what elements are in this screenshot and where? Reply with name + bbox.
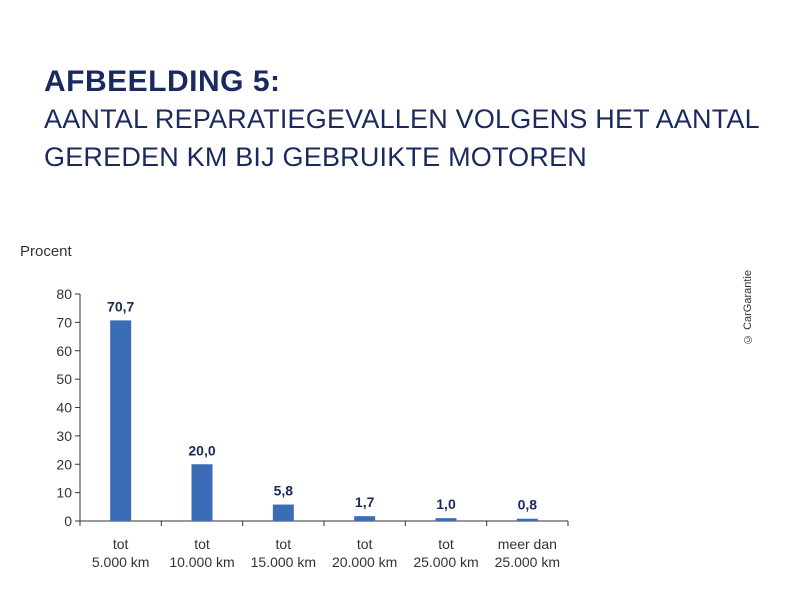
x-tick-label: 10.000 km (169, 554, 234, 570)
chart-subtitle-line-1: AANTAL REPARATIEGEVALLEN VOLGENS HET AAN… (44, 104, 760, 134)
y-tick-label: 60 (56, 343, 72, 359)
x-tick-label: tot (113, 536, 129, 552)
bar (435, 518, 457, 521)
x-tick-label: 15.000 km (251, 554, 316, 570)
bar-data-label: 20,0 (188, 442, 215, 458)
chart-title-block: AFBEELDING 5: AANTAL REPARATIEGEVALLEN V… (44, 64, 784, 176)
y-tick-label: 30 (56, 428, 72, 444)
y-tick-label: 10 (56, 485, 72, 501)
y-tick-label: 70 (56, 314, 72, 330)
x-axis: tot 5.000 km tot 10.000 km tot 15.000 km tot 20… (79, 520, 569, 570)
bar-data-label: 1,7 (355, 494, 375, 510)
y-tick-label: 80 (56, 286, 72, 302)
x-tick-label: tot (194, 536, 210, 552)
y-axis-label: Procent (20, 243, 73, 260)
bar (191, 464, 213, 521)
x-tick-label: tot (357, 536, 373, 552)
chart-title: AFBEELDING 5: (44, 65, 281, 98)
bar (110, 320, 132, 521)
y-axis: 0 10 20 30 40 50 60 70 80 (56, 286, 81, 529)
x-tick-label: meer dan (498, 536, 557, 552)
bar-data-label: 1,0 (436, 496, 456, 512)
bar-data-label: 70,7 (107, 298, 134, 314)
y-tick-label: 40 (56, 400, 72, 416)
chart-subtitle-line-2: GEREDEN KM BIJ GEBRUIKTE MOTOREN (44, 142, 587, 172)
bar (354, 516, 376, 521)
x-tick-label: tot (276, 536, 292, 552)
y-tick-label: 50 (56, 371, 72, 387)
y-tick-label: 20 (56, 456, 72, 472)
x-tick-label: 20.000 km (332, 554, 397, 570)
x-tick-label: 5.000 km (92, 554, 150, 570)
copyright-credit: © CarGarantie (742, 270, 754, 345)
bar-data-label: 5,8 (274, 483, 294, 499)
x-tick-label: 25.000 km (495, 554, 560, 570)
bar (516, 518, 538, 521)
y-tick-label: 0 (64, 513, 72, 529)
bar (272, 504, 294, 521)
x-tick-label: 25.000 km (413, 554, 478, 570)
bar-data-label: 0,8 (518, 497, 538, 513)
bars: 70,7 20,0 5,8 1,7 1,0 0,8 (107, 298, 538, 521)
x-tick-label: tot (438, 536, 454, 552)
